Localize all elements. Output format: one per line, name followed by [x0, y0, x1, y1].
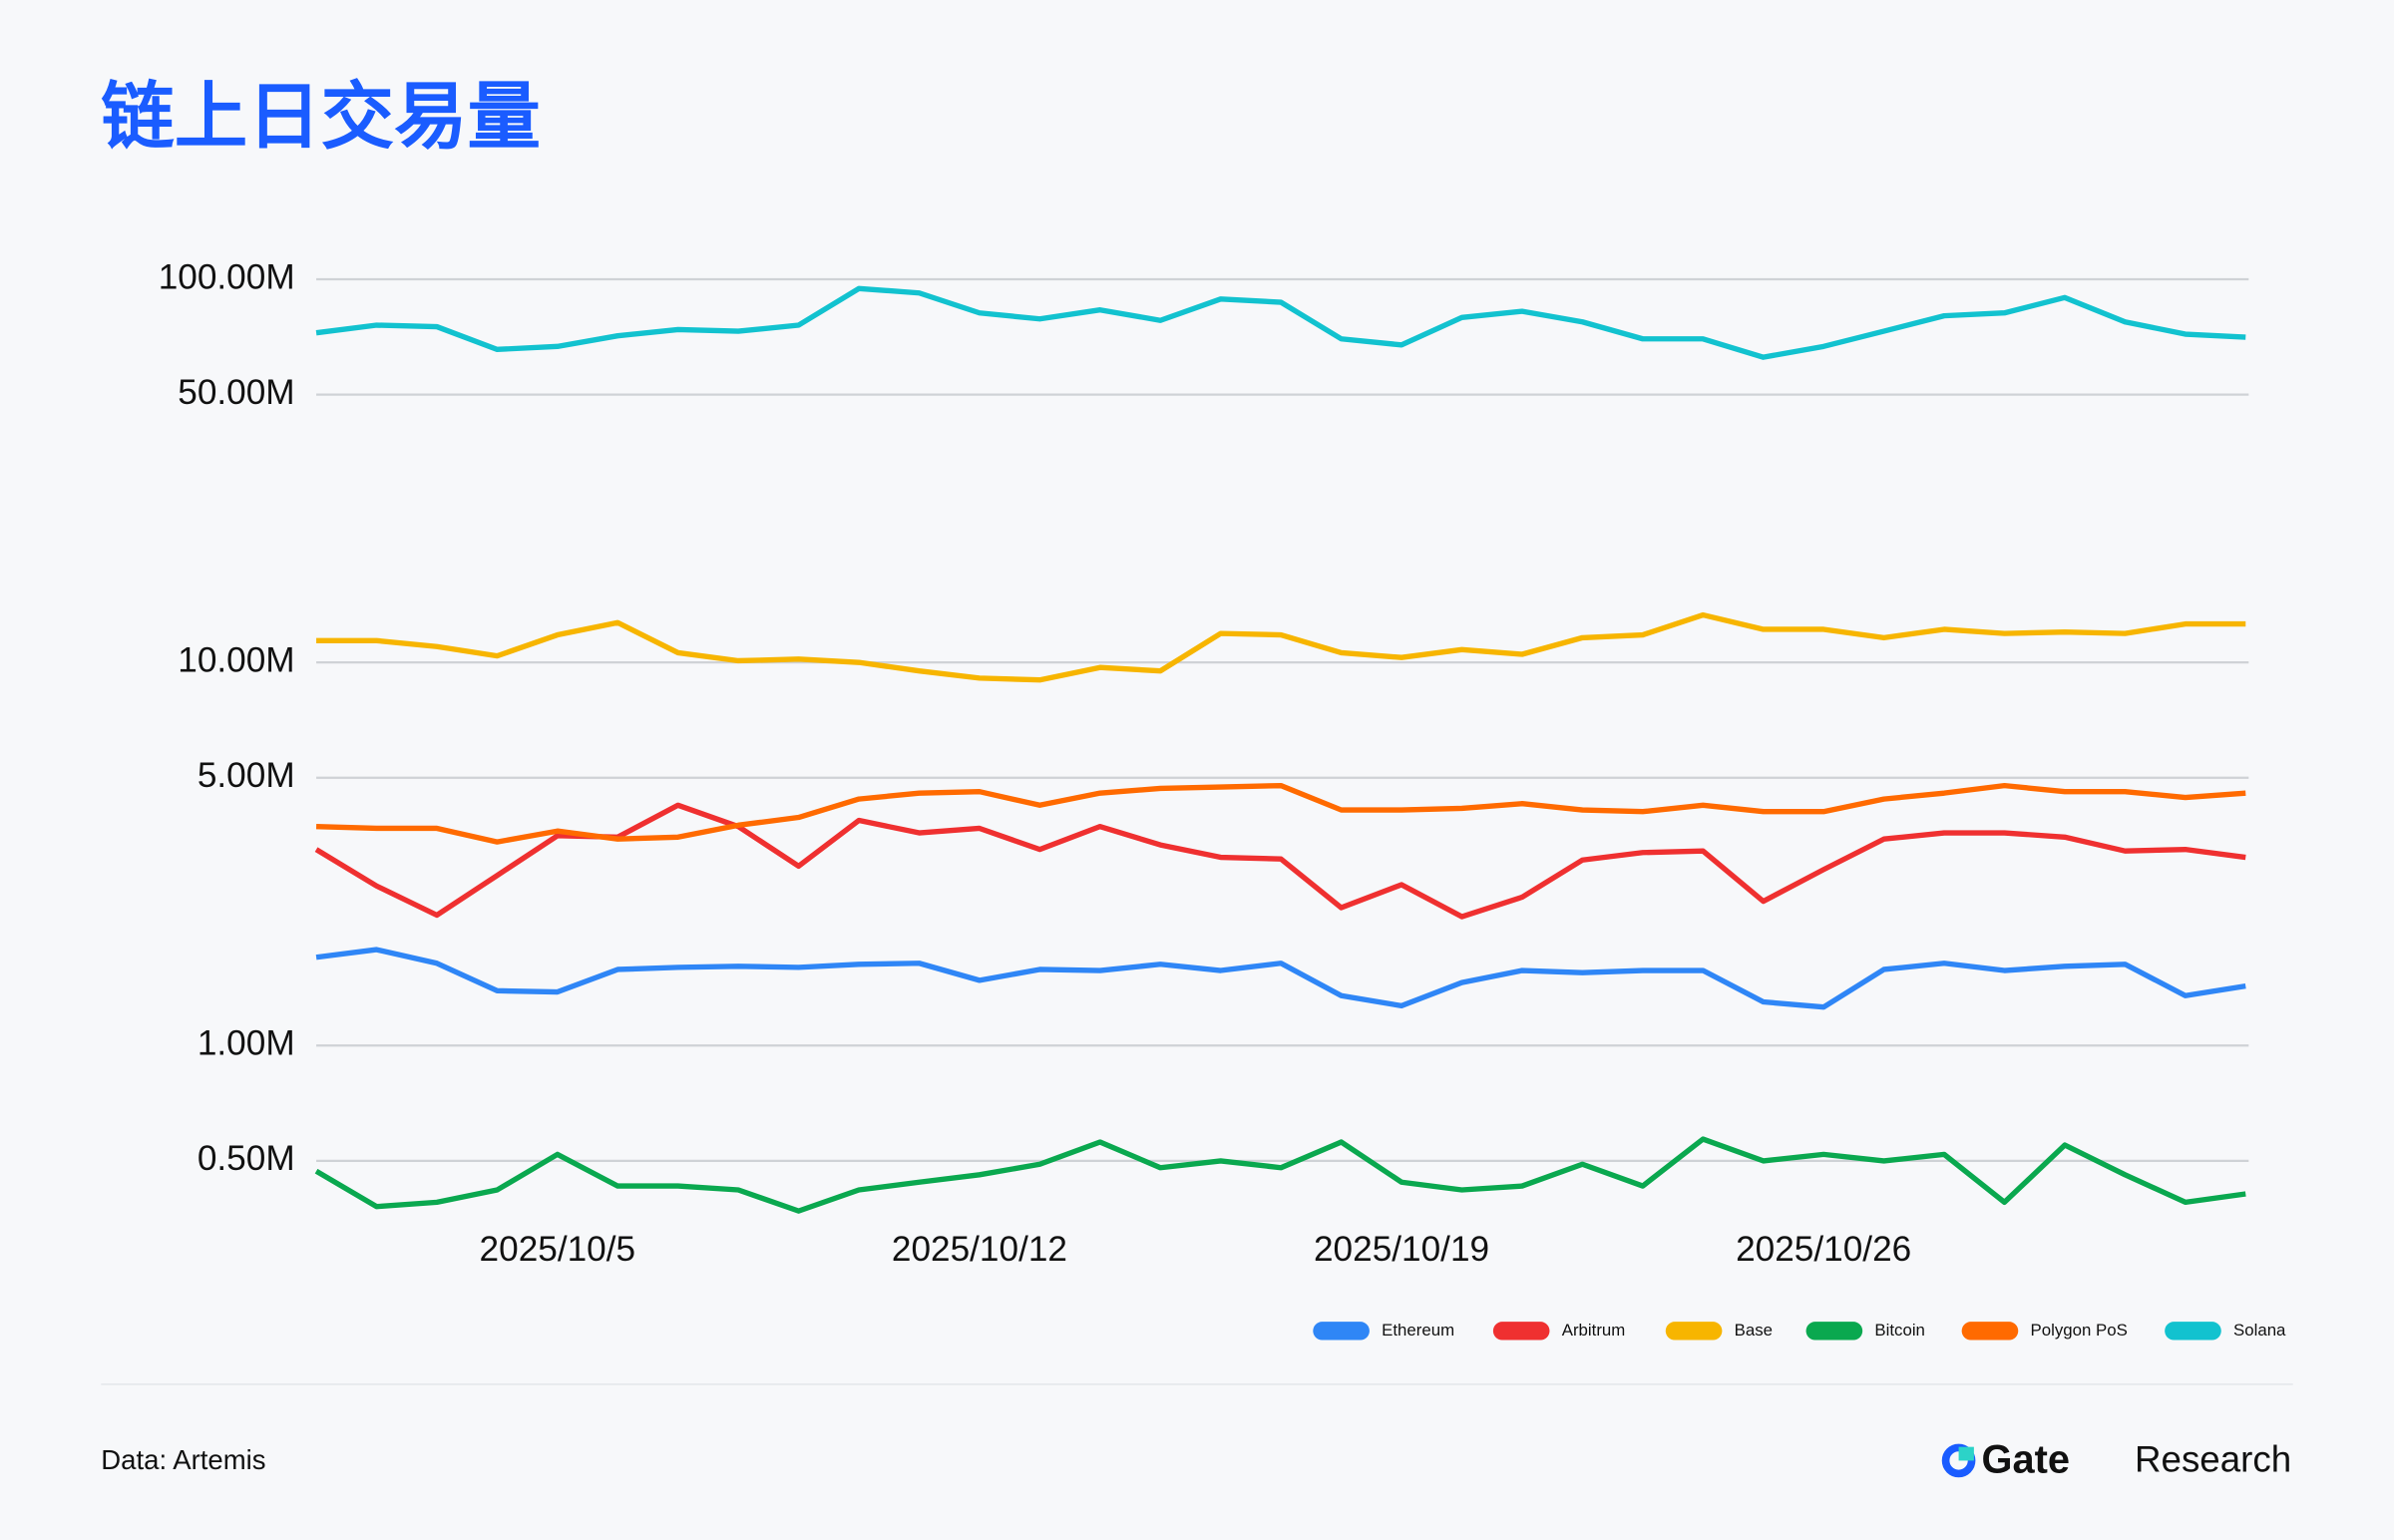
- y-tick-label: 50.00M: [178, 373, 294, 412]
- source: Data: Artemis: [101, 1444, 265, 1475]
- logo-square: [1958, 1446, 1974, 1461]
- legend-label: Solana: [2233, 1321, 2286, 1340]
- series-line: [315, 285, 2246, 360]
- legend-swatch: [1313, 1322, 1370, 1341]
- legend-label: Base: [1735, 1321, 1773, 1340]
- legend-swatch: [1805, 1322, 1863, 1341]
- x-tick-label: 2025/10/5: [480, 1230, 636, 1269]
- legend-label: Polygon PoS: [2031, 1321, 2128, 1340]
- brand-logo: [1941, 1443, 1976, 1478]
- brand-name: Gate: [1982, 1437, 2070, 1481]
- y-tick-label: 0.50M: [198, 1139, 295, 1178]
- legend-swatch: [1665, 1322, 1723, 1341]
- legend-label: Ethereum: [1382, 1321, 1454, 1340]
- series-line: [314, 802, 2246, 920]
- x-tick-label: 2025/10/12: [892, 1230, 1067, 1269]
- series-line: [315, 947, 2246, 1010]
- legend-swatch: [2165, 1322, 2221, 1341]
- brand-suffix: Research: [2135, 1439, 2291, 1480]
- y-tick-label: 1.00M: [198, 1024, 295, 1063]
- legend-label: Bitcoin: [1874, 1321, 1925, 1340]
- y-tick-label: 100.00M: [159, 257, 295, 296]
- series-line: [314, 1136, 2246, 1214]
- x-tick-label: 2025/10/19: [1314, 1230, 1489, 1269]
- x-tick-label: 2025/10/26: [1736, 1230, 1911, 1269]
- legend-swatch: [1961, 1322, 2019, 1341]
- y-tick-label: 5.00M: [198, 756, 295, 795]
- series-line: [315, 782, 2246, 845]
- legend-label: Arbitrum: [1562, 1321, 1626, 1340]
- series-line: [316, 611, 2246, 683]
- y-tick-label: 10.00M: [178, 640, 294, 679]
- chart-title: 链上日交易量: [101, 76, 541, 158]
- legend-swatch: [1492, 1322, 1550, 1341]
